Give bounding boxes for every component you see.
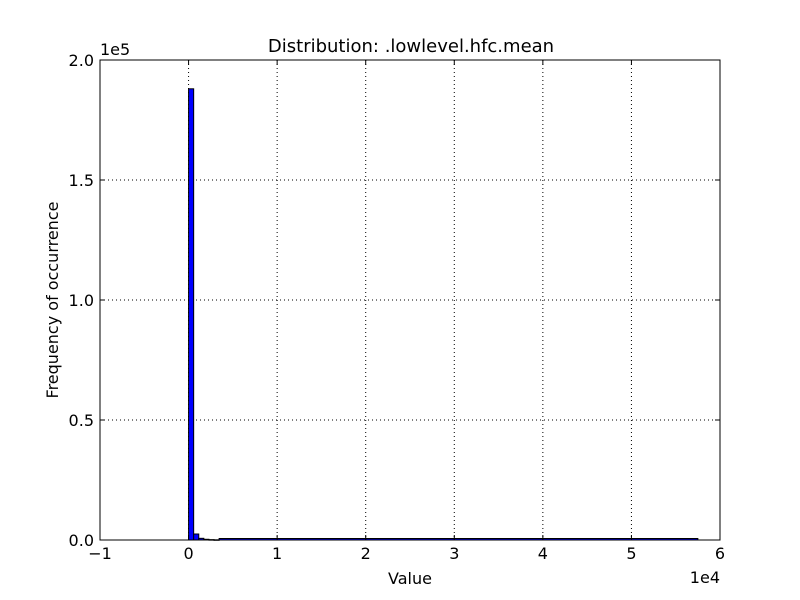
x-tick-label: 2 xyxy=(361,544,371,563)
y-tick-label: 1.0 xyxy=(69,291,94,310)
x-tick-label: 1 xyxy=(272,544,282,563)
bars-group xyxy=(188,88,699,541)
histogram-bar xyxy=(188,88,195,541)
axis-ticks: −1 0 1 2 3 4 5 6 0.0 0.5 1.0 1.5 2.0 xyxy=(69,51,726,563)
grid-lines xyxy=(100,60,720,540)
x-offset-label: 1e4 xyxy=(690,568,720,587)
y-tick-label: 2.0 xyxy=(69,51,94,70)
x-tick-label: 6 xyxy=(715,544,725,563)
x-tick-label: 5 xyxy=(626,544,636,563)
x-axis-label: Value xyxy=(388,569,432,588)
x-tick-label: −1 xyxy=(88,544,112,563)
histogram-bar xyxy=(193,533,200,541)
y-tick-label: 1.5 xyxy=(69,171,94,190)
x-tick-label: 0 xyxy=(183,544,193,563)
x-tick-label: 4 xyxy=(538,544,548,563)
y-axis-label: Frequency of occurrence xyxy=(43,202,62,399)
y-tick-label: 0.5 xyxy=(69,411,94,430)
y-offset-label: 1e5 xyxy=(100,40,130,59)
x-tick-label: 3 xyxy=(449,544,459,563)
y-tick-label: 0.0 xyxy=(69,531,94,550)
chart-title: Distribution: .lowlevel.hfc.mean xyxy=(268,36,554,57)
